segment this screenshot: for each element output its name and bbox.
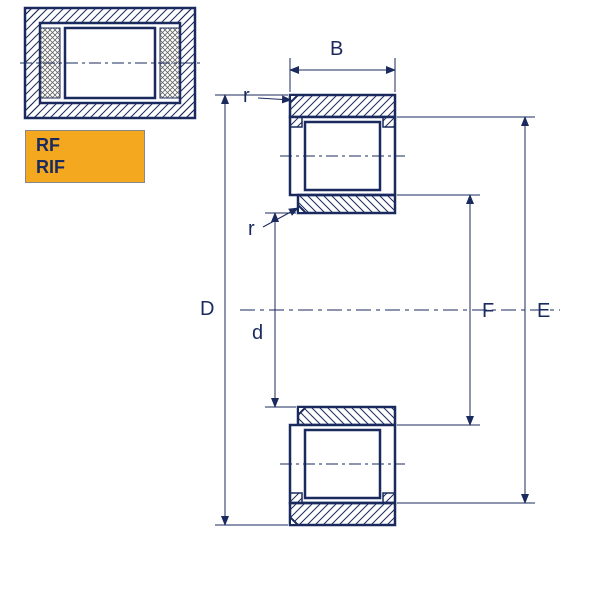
diagram-container: RF RIF B D d E F r r (0, 0, 600, 600)
type-label-2: RIF (36, 157, 134, 179)
dim-E: E (537, 300, 550, 323)
type-label-box: RF RIF (25, 130, 145, 183)
dim-d: d (252, 322, 263, 345)
dim-r-mid: r (248, 218, 255, 241)
dim-r-top: r (243, 85, 250, 108)
technical-drawing (0, 0, 600, 600)
type-label-1: RF (36, 135, 134, 157)
dim-B: B (330, 38, 343, 61)
inset-section (20, 8, 200, 118)
dim-D: D (200, 298, 214, 321)
dim-F: F (482, 300, 494, 323)
main-section (240, 95, 560, 525)
